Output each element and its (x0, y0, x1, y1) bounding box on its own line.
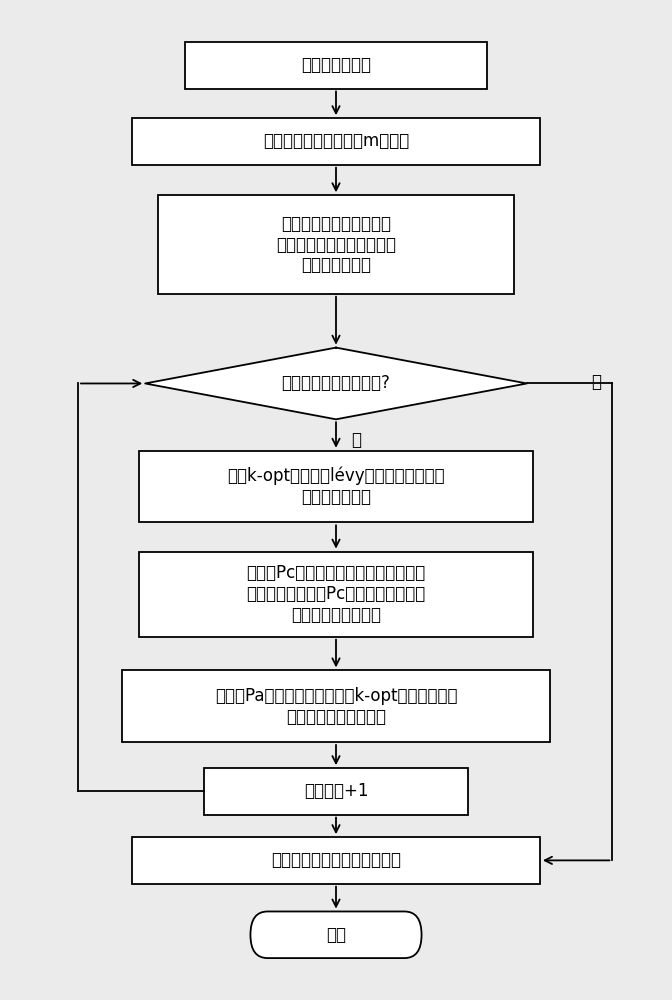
FancyBboxPatch shape (185, 42, 487, 89)
Polygon shape (145, 348, 527, 419)
FancyBboxPatch shape (138, 552, 534, 637)
FancyBboxPatch shape (251, 911, 421, 958)
Text: 通过k-opt算法改进lévy飞行，并得到新的
解，记录最优解: 通过k-opt算法改进lévy飞行，并得到新的 解，记录最优解 (227, 467, 445, 506)
Text: 否: 否 (351, 431, 361, 449)
Text: 迭代次数是否达到最大?: 迭代次数是否达到最大? (282, 374, 390, 392)
Text: 通过整数编码随机产生m个鸟窝: 通过整数编码随机产生m个鸟窝 (263, 132, 409, 150)
FancyBboxPatch shape (132, 118, 540, 165)
Text: 比较求取最优解及相应的鸟窝: 比较求取最优解及相应的鸟窝 (271, 851, 401, 869)
FancyBboxPatch shape (159, 195, 513, 294)
Text: 结束: 结束 (326, 926, 346, 944)
FancyBboxPatch shape (122, 670, 550, 742)
Text: 以概率Pa抛弃较差解，并通过k-opt算法产生新的
局部解，并记录最优解: 以概率Pa抛弃较差解，并通过k-opt算法产生新的 局部解，并记录最优解 (215, 687, 457, 726)
FancyBboxPatch shape (138, 451, 534, 522)
Text: 迭代次数+1: 迭代次数+1 (304, 782, 368, 800)
Text: 计算每个鸟蛋的个体适应
度，并记录鸟窝个体极值及
相应的鸟窝个体: 计算每个鸟蛋的个体适应 度，并记录鸟窝个体极值及 相应的鸟窝个体 (276, 215, 396, 274)
FancyBboxPatch shape (204, 768, 468, 815)
Text: 初始化算法参数: 初始化算法参数 (301, 56, 371, 74)
FancyBboxPatch shape (132, 837, 540, 884)
Text: 是: 是 (591, 373, 601, 391)
Text: 以概率Pc对所得解进行监视，避免解陷
入局部最优，其中Pc为智能布谷鸟占总
布谷鸟数量的百分比: 以概率Pc对所得解进行监视，避免解陷 入局部最优，其中Pc为智能布谷鸟占总 布谷… (247, 564, 425, 624)
